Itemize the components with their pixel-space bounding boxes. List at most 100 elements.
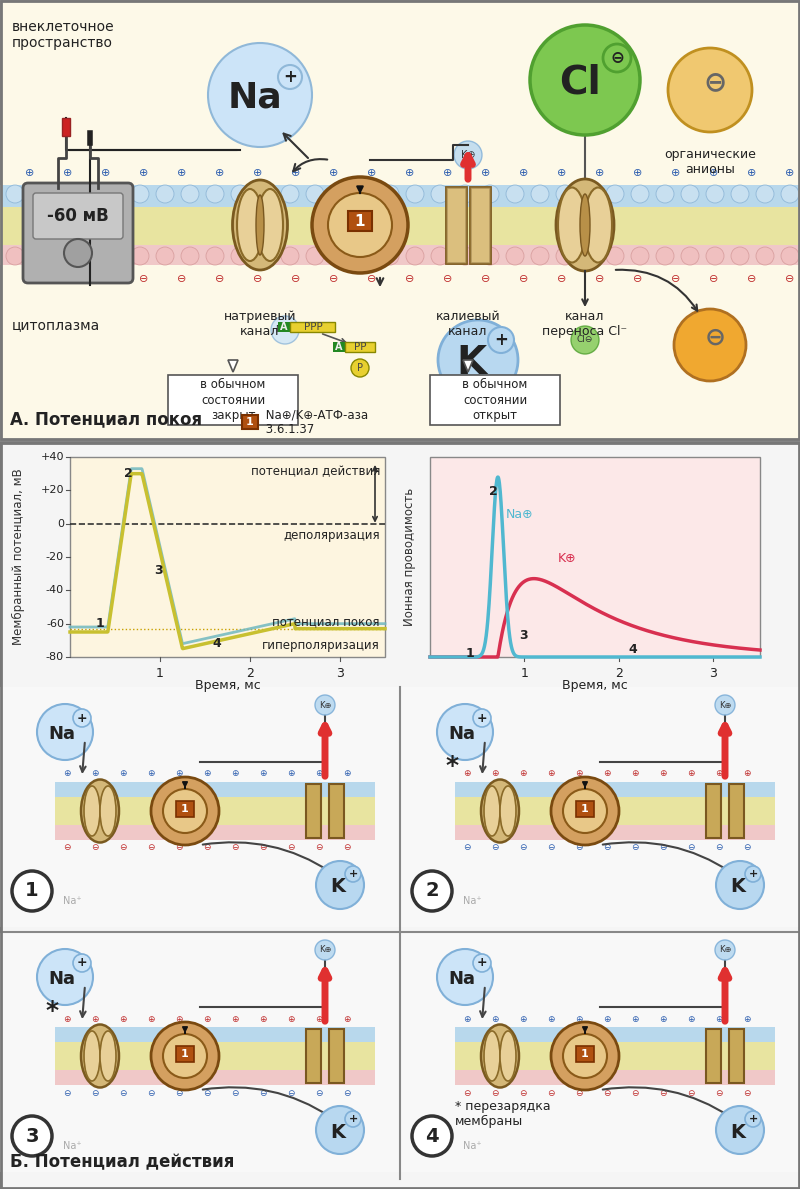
Circle shape: [73, 709, 91, 726]
Bar: [0, 185, 800, 207]
Text: * перезарядка
мембраны: * перезарядка мембраны: [455, 1100, 550, 1128]
Text: ⊖: ⊖: [91, 843, 98, 853]
Text: ⊕: ⊕: [631, 1014, 638, 1024]
Circle shape: [473, 954, 491, 971]
Text: Cl⊖: Cl⊖: [577, 335, 593, 345]
Text: Na: Na: [228, 80, 282, 114]
Text: ⊖: ⊖: [119, 1088, 126, 1097]
Ellipse shape: [256, 195, 264, 254]
Text: ⊕: ⊕: [786, 168, 794, 178]
Text: +: +: [477, 956, 487, 969]
Text: Время, мс: Время, мс: [194, 679, 260, 692]
Ellipse shape: [580, 194, 590, 256]
Text: ⊖: ⊖: [147, 843, 154, 853]
Polygon shape: [463, 360, 473, 372]
Text: 2: 2: [425, 881, 439, 900]
Text: ⊕: ⊕: [147, 769, 154, 779]
Text: K: K: [730, 877, 746, 897]
Text: ⊖: ⊖: [63, 273, 73, 284]
Bar: [290, 322, 335, 332]
Text: ⊖: ⊖: [259, 843, 266, 853]
Ellipse shape: [500, 1031, 516, 1081]
Bar: [345, 342, 375, 352]
Circle shape: [631, 247, 649, 265]
Ellipse shape: [84, 1031, 100, 1081]
Bar: [176, 1046, 194, 1062]
Text: 1: 1: [246, 417, 254, 427]
Text: ⊖: ⊖: [595, 273, 605, 284]
Text: потенциал покоя: потенциал покоя: [273, 616, 380, 628]
Text: *: *: [46, 999, 58, 1023]
Text: 4: 4: [628, 643, 637, 656]
Circle shape: [606, 247, 624, 265]
Ellipse shape: [484, 1031, 500, 1081]
Text: в обычном
состоянии
открыт: в обычном состоянии открыт: [462, 378, 528, 421]
Text: ⊕: ⊕: [215, 168, 225, 178]
Circle shape: [781, 185, 799, 203]
Text: ⊕: ⊕: [463, 769, 470, 779]
Ellipse shape: [558, 188, 586, 263]
Circle shape: [656, 185, 674, 203]
Text: ⊖: ⊖: [287, 1088, 294, 1097]
Text: ⊖: ⊖: [705, 326, 726, 350]
Text: ⊖: ⊖: [139, 273, 149, 284]
Bar: [306, 784, 321, 838]
Bar: [455, 825, 775, 839]
Text: K: K: [730, 1122, 746, 1141]
Text: ⊖: ⊖: [63, 843, 70, 853]
Circle shape: [281, 247, 299, 265]
Circle shape: [278, 65, 302, 89]
Text: ⊕: ⊕: [254, 168, 262, 178]
Circle shape: [306, 247, 324, 265]
Circle shape: [256, 247, 274, 265]
Text: ⊕: ⊕: [547, 769, 554, 779]
Text: K⊕: K⊕: [558, 552, 576, 565]
Text: ⊕: ⊕: [603, 769, 610, 779]
Circle shape: [656, 247, 674, 265]
Text: ⊖: ⊖: [687, 1088, 694, 1097]
Text: ⊕: ⊕: [315, 1014, 322, 1024]
Text: ⊖: ⊖: [102, 273, 110, 284]
Text: ⊕: ⊕: [491, 1014, 498, 1024]
Bar: [455, 1027, 775, 1042]
Text: ⊖: ⊖: [287, 843, 294, 853]
Bar: [168, 375, 298, 424]
Circle shape: [606, 185, 624, 203]
Text: 0: 0: [57, 518, 64, 529]
Text: ⊖: ⊖: [631, 843, 638, 853]
Circle shape: [488, 327, 514, 353]
Text: 3: 3: [709, 667, 717, 680]
Text: ⊕: ⊕: [291, 168, 301, 178]
Text: ⊖: ⊖: [203, 843, 210, 853]
Text: потенциал действия: потенциал действия: [250, 465, 380, 478]
Text: органические
анионы: органические анионы: [664, 147, 756, 176]
Circle shape: [208, 43, 312, 147]
Text: 1: 1: [156, 667, 164, 680]
Text: ⊕: ⊕: [715, 769, 722, 779]
Circle shape: [551, 776, 619, 845]
Bar: [1, 1, 799, 439]
Text: 3: 3: [520, 629, 528, 642]
Circle shape: [81, 185, 99, 203]
Circle shape: [506, 185, 524, 203]
Text: 3: 3: [336, 667, 344, 680]
Bar: [470, 187, 490, 263]
Text: A: A: [335, 342, 342, 352]
Text: *: *: [446, 754, 458, 778]
Text: ⊕: ⊕: [102, 168, 110, 178]
Text: ⊖: ⊖: [175, 843, 182, 853]
Text: Na: Na: [49, 725, 75, 743]
Circle shape: [64, 239, 92, 268]
Text: ⊖: ⊖: [259, 1088, 266, 1097]
Text: Na⁺: Na⁺: [62, 1141, 82, 1151]
Text: ⊕: ⊕: [715, 1014, 722, 1024]
Circle shape: [31, 185, 49, 203]
Text: ⊕: ⊕: [63, 1014, 70, 1024]
Text: +: +: [477, 711, 487, 724]
Text: ⊕: ⊕: [747, 168, 757, 178]
Circle shape: [328, 193, 392, 257]
Text: ⊕: ⊕: [491, 769, 498, 779]
Circle shape: [437, 949, 493, 1005]
Text: 1: 1: [354, 214, 366, 228]
Text: ⊖: ⊖: [671, 273, 681, 284]
